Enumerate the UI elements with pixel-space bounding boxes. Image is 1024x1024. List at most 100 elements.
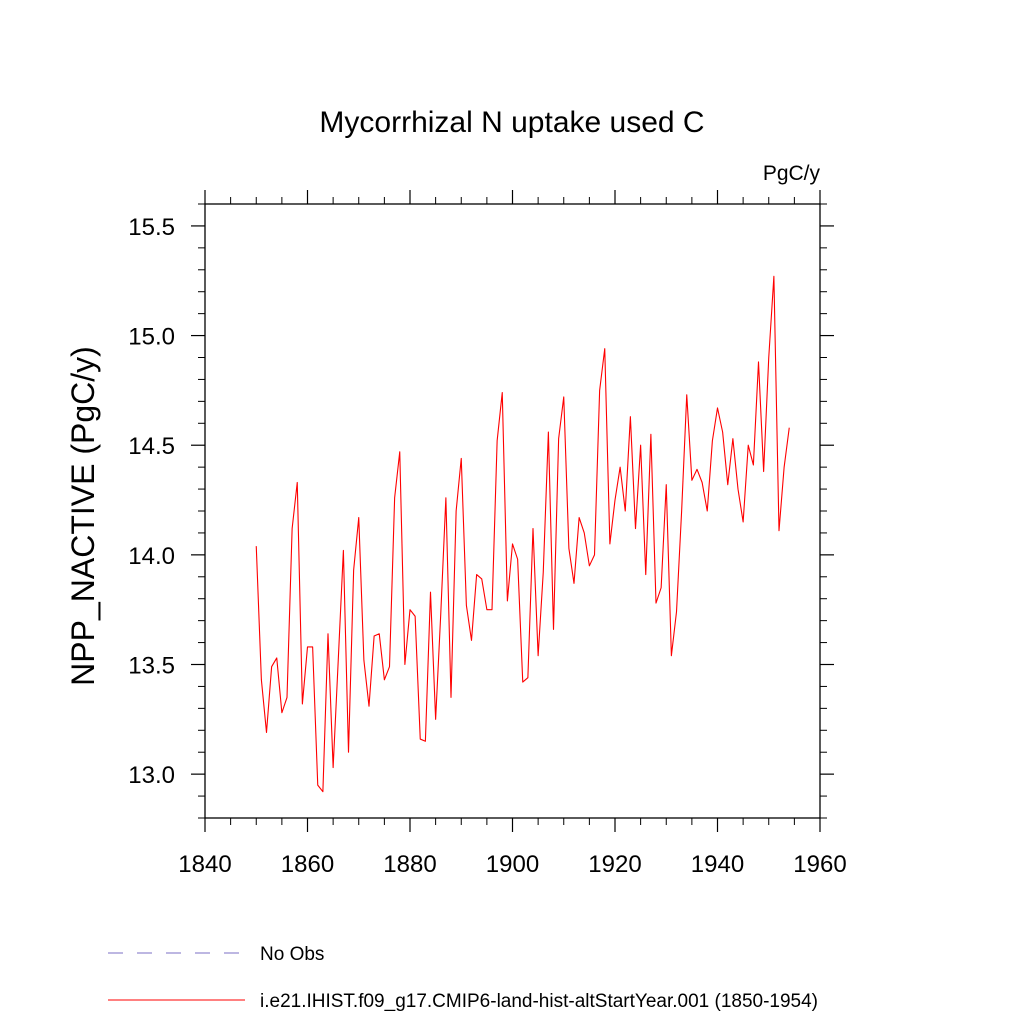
y-tick-label: 15.5	[128, 214, 175, 241]
data-point	[374, 635, 375, 636]
data-point	[666, 484, 667, 485]
data-point	[450, 697, 451, 698]
data-point	[579, 517, 580, 518]
data-point	[476, 574, 477, 575]
y-axis-label: NPP_NACTIVE (PgC/y)	[65, 346, 101, 686]
data-point	[261, 679, 262, 680]
data-point	[461, 458, 462, 459]
data-point	[702, 482, 703, 483]
data-point	[737, 488, 738, 489]
data-point	[481, 578, 482, 579]
x-axis-tick-labels: 1840 1860 1880 1900 1920 1940 1960	[178, 851, 846, 878]
data-point	[338, 660, 339, 661]
x-tick-label: 1840	[178, 851, 231, 878]
data-point	[333, 767, 334, 768]
x-tick-label: 1940	[691, 851, 744, 878]
data-point	[302, 703, 303, 704]
data-point	[532, 528, 533, 529]
data-point	[614, 499, 615, 500]
data-point	[625, 510, 626, 511]
data-point	[281, 712, 282, 713]
data-point	[471, 640, 472, 641]
data-point	[650, 434, 651, 435]
data-point	[430, 592, 431, 593]
data-point	[768, 357, 769, 358]
data-point	[276, 657, 277, 658]
legend-label-model-run: i.e21.IHIST.f09_g17.CMIP6-land-hist-altS…	[260, 991, 818, 1012]
data-point	[292, 528, 293, 529]
x-axis-ticks	[204, 190, 821, 832]
data-point	[502, 392, 503, 393]
data-point	[620, 467, 621, 468]
data-point	[466, 605, 467, 606]
data-point	[630, 416, 631, 417]
data-point	[789, 427, 790, 428]
data-point	[358, 517, 359, 518]
data-point	[696, 469, 697, 470]
data-point	[599, 390, 600, 391]
data-point	[327, 633, 328, 634]
data-point	[297, 482, 298, 483]
y-tick-label: 15.0	[128, 324, 175, 351]
data-point	[415, 616, 416, 617]
data-point	[758, 361, 759, 362]
x-tick-label: 1960	[793, 851, 846, 878]
x-tick-label: 1900	[486, 851, 539, 878]
data-point	[271, 666, 272, 667]
data-point	[538, 655, 539, 656]
data-point	[312, 646, 313, 647]
data-point	[753, 464, 754, 465]
x-tick-label: 1860	[281, 851, 334, 878]
data-point	[266, 732, 267, 733]
data-point	[517, 559, 518, 560]
y-tick-label: 13.5	[128, 653, 175, 680]
data-point	[784, 467, 785, 468]
data-point	[645, 574, 646, 575]
data-point	[256, 545, 257, 546]
y-tick-label: 14.5	[128, 433, 175, 460]
chart-title: Mycorrhizal N uptake used C	[319, 106, 704, 139]
y-tick-label: 13.0	[128, 762, 175, 789]
data-point	[435, 719, 436, 720]
data-point	[732, 438, 733, 439]
data-point	[404, 664, 405, 665]
data-point	[363, 660, 364, 661]
data-point	[348, 752, 349, 753]
data-point	[553, 629, 554, 630]
data-point	[589, 565, 590, 566]
data-point	[727, 484, 728, 485]
data-point	[389, 666, 390, 667]
series-group	[255, 275, 790, 793]
data-point	[563, 396, 564, 397]
data-point	[353, 570, 354, 571]
data-point	[368, 706, 369, 707]
legend: No Obs i.e21.IHIST.f09_g17.CMIP6-land-hi…	[108, 944, 818, 1012]
data-point	[661, 587, 662, 588]
data-point	[507, 600, 508, 601]
series-line	[255, 275, 790, 793]
data-point	[743, 521, 744, 522]
data-point	[722, 431, 723, 432]
data-point	[691, 480, 692, 481]
data-point	[573, 583, 574, 584]
data-point	[681, 510, 682, 511]
data-point	[676, 611, 677, 612]
data-point	[671, 655, 672, 656]
data-point	[712, 440, 713, 441]
units-label: PgC/y	[763, 162, 821, 185]
data-point	[707, 510, 708, 511]
data-point	[399, 451, 400, 452]
data-point	[343, 550, 344, 551]
data-point	[307, 646, 308, 647]
data-point	[594, 554, 595, 555]
data-point	[635, 528, 636, 529]
data-point	[497, 440, 498, 441]
data-point	[456, 510, 457, 511]
data-point	[604, 348, 605, 349]
data-point	[686, 394, 687, 395]
x-tick-label: 1880	[383, 851, 436, 878]
data-point	[778, 530, 779, 531]
data-point	[425, 741, 426, 742]
data-point	[527, 677, 528, 678]
